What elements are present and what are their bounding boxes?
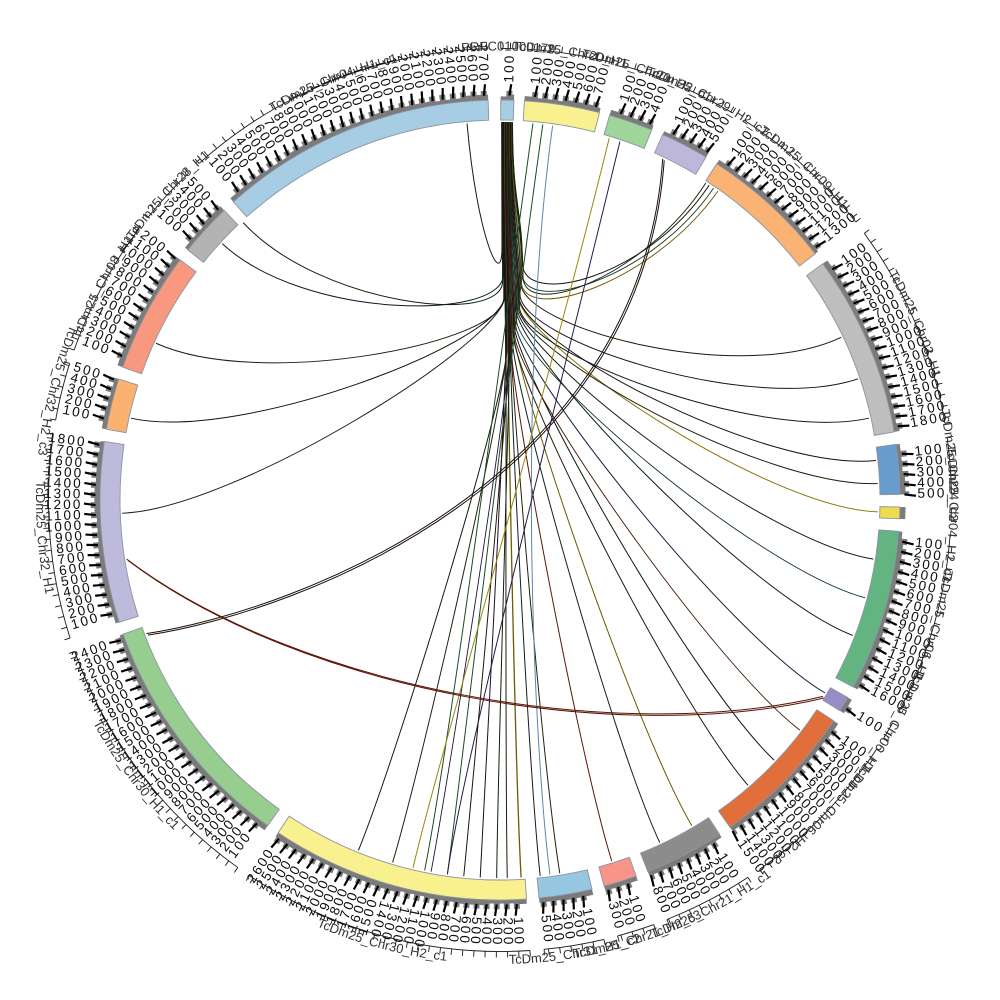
svg-text:600: 600 — [580, 62, 601, 94]
svg-text:800: 800 — [435, 913, 454, 944]
svg-text:300: 300 — [64, 589, 96, 610]
svg-text:2600: 2600 — [464, 44, 481, 84]
svg-text:300: 300 — [916, 463, 946, 480]
svg-text:600: 600 — [58, 559, 89, 578]
svg-text:2200: 2200 — [417, 49, 438, 90]
svg-text:900: 900 — [54, 528, 84, 545]
svg-text:700: 700 — [57, 549, 88, 568]
svg-text:500: 500 — [570, 60, 590, 91]
svg-text:300: 300 — [490, 917, 505, 946]
svg-text:2100: 2100 — [406, 51, 428, 92]
svg-text:2500: 2500 — [452, 45, 470, 85]
svg-text:1000: 1000 — [411, 909, 433, 950]
svg-text:300: 300 — [66, 380, 98, 402]
svg-text:1800: 1800 — [909, 409, 950, 431]
svg-text:2700: 2700 — [475, 44, 492, 83]
svg-text:500: 500 — [908, 576, 939, 597]
svg-text:200: 200 — [64, 391, 96, 412]
svg-text:400: 400 — [559, 58, 578, 89]
svg-text:700: 700 — [903, 596, 935, 618]
svg-text:2300: 2300 — [429, 47, 449, 87]
svg-text:1400: 1400 — [44, 475, 83, 491]
svg-text:500: 500 — [538, 914, 556, 944]
svg-text:100: 100 — [511, 917, 527, 947]
svg-text:300: 300 — [549, 57, 568, 88]
svg-text:600: 600 — [905, 586, 937, 607]
svg-text:100: 100 — [501, 53, 517, 82]
svg-text:200: 200 — [915, 452, 945, 470]
svg-text:1000: 1000 — [44, 518, 84, 535]
svg-text:1500: 1500 — [44, 463, 84, 480]
svg-text:400: 400 — [910, 565, 941, 585]
svg-text:400: 400 — [479, 917, 495, 946]
svg-text:500: 500 — [60, 569, 91, 589]
svg-text:300: 300 — [912, 555, 943, 574]
svg-text:1300: 1300 — [44, 486, 83, 501]
svg-text:600: 600 — [457, 916, 474, 946]
svg-text:200: 200 — [500, 917, 515, 946]
svg-text:200: 200 — [538, 55, 556, 85]
svg-text:1700: 1700 — [46, 441, 86, 460]
svg-text:1200: 1200 — [44, 497, 83, 512]
svg-text:PRFC01000179: PRFC01000179 — [461, 38, 556, 56]
svg-text:200: 200 — [66, 600, 98, 622]
svg-text:300: 300 — [559, 911, 578, 942]
svg-text:400: 400 — [549, 913, 568, 944]
svg-text:300: 300 — [605, 900, 627, 932]
svg-text:1100: 1100 — [45, 507, 83, 523]
svg-text:500: 500 — [468, 916, 485, 946]
svg-text:100: 100 — [914, 441, 945, 459]
svg-text:400: 400 — [62, 579, 93, 600]
svg-text:100: 100 — [61, 402, 92, 423]
svg-text:700: 700 — [591, 64, 612, 96]
svg-text:200: 200 — [569, 909, 589, 940]
svg-text:1600: 1600 — [45, 452, 85, 470]
svg-text:800: 800 — [55, 538, 85, 556]
svg-text:1800: 1800 — [47, 430, 87, 450]
svg-text:200: 200 — [913, 545, 944, 564]
svg-text:100: 100 — [528, 54, 545, 84]
svg-text:700: 700 — [446, 914, 464, 944]
svg-text:400: 400 — [917, 474, 947, 490]
svg-text:100: 100 — [915, 535, 945, 553]
svg-text:900: 900 — [424, 911, 443, 942]
svg-text:500: 500 — [917, 485, 946, 500]
svg-text:2400: 2400 — [440, 46, 459, 86]
svg-text:100: 100 — [579, 907, 600, 938]
